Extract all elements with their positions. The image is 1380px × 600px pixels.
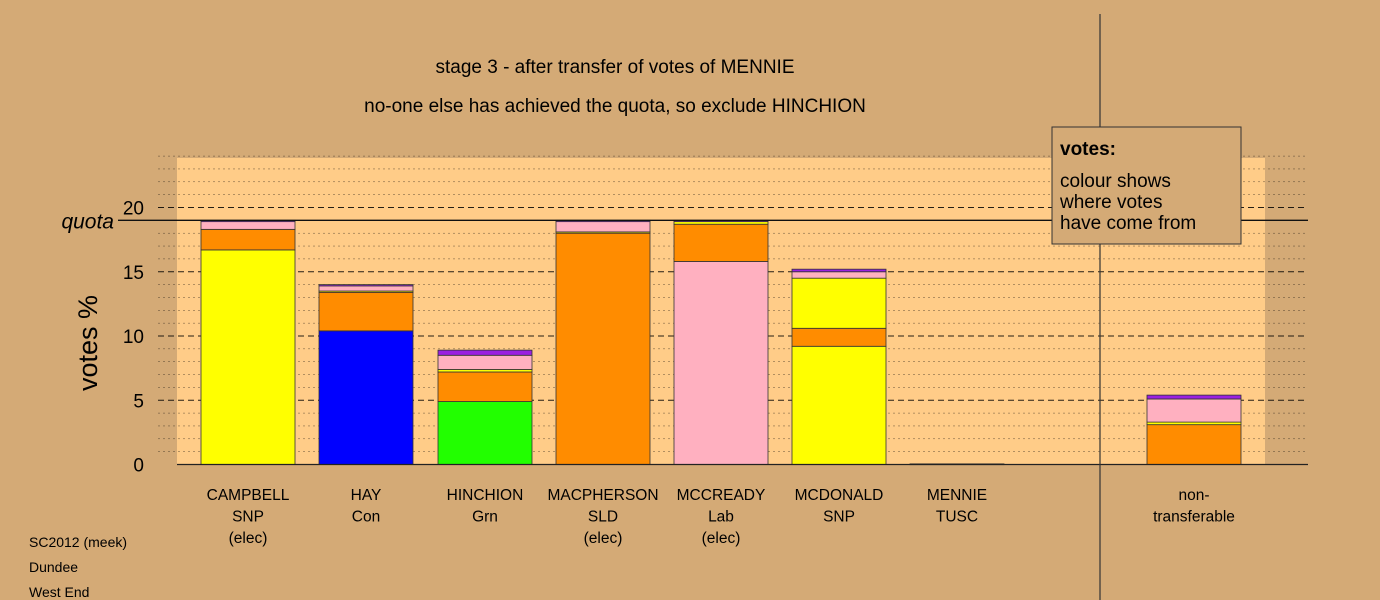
category-label: MENNIE: [927, 487, 987, 504]
y-tick-label: 10: [123, 327, 144, 348]
bar-segment: [791, 268, 887, 273]
bar-segment: [791, 345, 887, 465]
bar-segment: [437, 354, 533, 370]
bar-segment: [318, 330, 414, 465]
category-label: SNP: [232, 509, 264, 526]
bar-stack: [437, 349, 533, 465]
bar-segment: [200, 228, 296, 251]
category-label: (elec): [584, 530, 623, 547]
bar-stack: [1146, 394, 1242, 465]
category-labels: CAMPBELL SNP (elec) HAY Con HINCHION Grn MACPHE…: [207, 487, 1235, 547]
category-label: MACPHERSON: [547, 487, 658, 504]
bar-segment: [200, 249, 296, 465]
category-label: HINCHION: [447, 487, 524, 504]
footer-line: SC2012 (meek): [29, 534, 127, 550]
y-tick-label: 20: [123, 199, 144, 220]
category-label: CAMPBELL: [207, 487, 290, 504]
bars: quota: [61, 210, 1308, 466]
bar-segment: [1146, 394, 1242, 400]
legend-line: colour shows: [1060, 171, 1171, 192]
category-label: Grn: [472, 509, 498, 526]
category-label: (elec): [229, 530, 268, 547]
bar-segment: [555, 232, 651, 465]
category-label: MCCREADY: [677, 487, 766, 504]
bar-segment: [791, 277, 887, 329]
bar-segment: [437, 349, 533, 356]
chart-title: stage 3 - after transfer of votes of MEN…: [435, 57, 794, 78]
bar-stack: [791, 268, 887, 465]
y-axis: 0 5 10 15 20: [123, 199, 144, 477]
bar-segment: [791, 327, 887, 347]
bar-segment: [673, 261, 769, 465]
legend-box: votes: colour shows where votes have com…: [1051, 126, 1242, 245]
category-label: (elec): [702, 530, 741, 547]
footer-line: Dundee: [29, 559, 78, 575]
chart-subtitle: no-one else has achieved the quota, so e…: [364, 96, 866, 117]
y-axis-label: votes %: [73, 295, 103, 391]
bar-stack: [673, 219, 769, 465]
category-label: Lab: [708, 509, 734, 526]
y-tick-label: 0: [133, 456, 144, 477]
bar-segment: [318, 291, 414, 332]
category-label: transferable: [1153, 509, 1235, 526]
category-label: SLD: [588, 509, 618, 526]
category-label: non-: [1178, 487, 1209, 504]
bar-segment: [791, 271, 887, 279]
legend-line: have come from: [1060, 213, 1196, 234]
bar-stack: [318, 284, 414, 465]
category-label: MCDONALD: [795, 487, 884, 504]
bar-segment: [673, 223, 769, 262]
bar-segment: [1146, 398, 1242, 423]
bar-segment: [318, 285, 414, 292]
category-label: SNP: [823, 509, 855, 526]
category-label: TUSC: [936, 509, 978, 526]
category-label: HAY: [351, 487, 382, 504]
quota-label: quota: [61, 210, 114, 233]
legend-line: where votes: [1059, 192, 1162, 213]
bar-segment: [437, 371, 533, 402]
category-label: Con: [352, 509, 380, 526]
footer-line: West End: [29, 584, 89, 600]
bar-stack: [555, 219, 651, 465]
legend-heading: votes:: [1060, 139, 1116, 160]
bar-segment: [1146, 424, 1242, 465]
bar-stack: [200, 219, 296, 465]
bar-segment: [437, 401, 533, 465]
bar-segment: [318, 284, 414, 287]
bar-segment: [555, 221, 651, 233]
y-tick-label: 15: [123, 263, 144, 284]
bar-segment: [200, 221, 296, 230]
y-tick-label: 5: [133, 391, 144, 412]
